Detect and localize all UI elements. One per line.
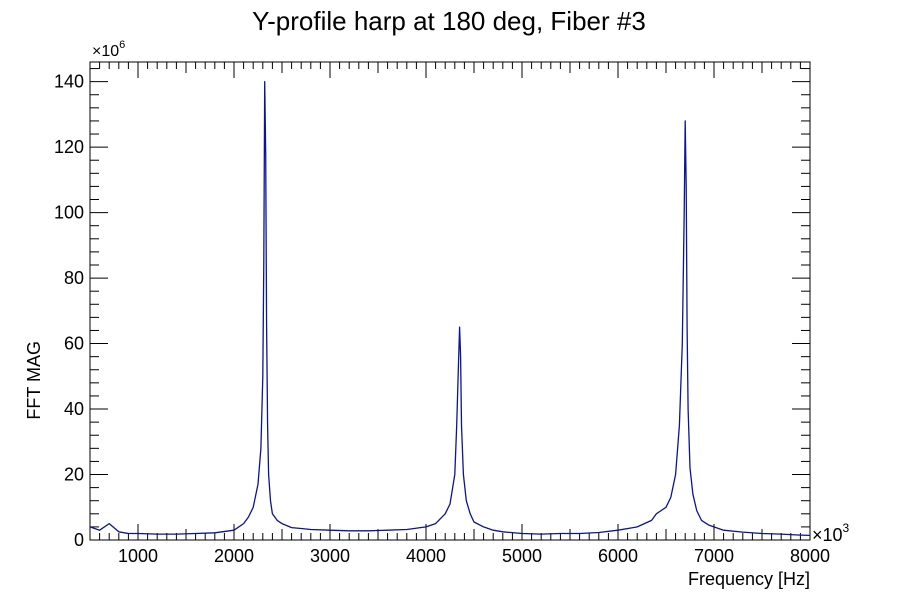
y-tick-label: 120: [54, 137, 84, 157]
x-tick-label: 3000: [310, 546, 350, 566]
plot-frame: [89, 61, 811, 541]
x-multiplier-label: ×103: [812, 521, 850, 545]
y-axis-label: FFT MAG: [24, 341, 44, 420]
x-tick-label: 2000: [214, 546, 254, 566]
y-multiplier-base: ×10: [92, 43, 119, 60]
x-tick-label: 8000: [790, 546, 830, 566]
y-tick-label: 0: [74, 530, 84, 550]
x-tick-label: 7000: [694, 546, 734, 566]
x-tick-label: 5000: [502, 546, 542, 566]
y-tick-label: 60: [64, 334, 84, 354]
x-tick-label: 1000: [118, 546, 158, 566]
x-axis-label: Frequency [Hz]: [688, 569, 810, 589]
y-multiplier-exp: 6: [119, 39, 125, 51]
chart-title: Y-profile harp at 180 deg, Fiber #3: [252, 6, 646, 36]
y-tick-label: 20: [64, 465, 84, 485]
y-tick-label: 100: [54, 203, 84, 223]
y-multiplier-label: ×106: [92, 39, 125, 60]
fft-series-line: [89, 80, 811, 537]
x-tick-label: 4000: [406, 546, 446, 566]
y-tick-label: 140: [54, 72, 84, 92]
plot-area: 1000 2000 3000 4000 5000 6000 7000 8000 0 20 40 60 8…: [54, 61, 830, 566]
y-tick-label: 40: [64, 399, 84, 419]
y-tick-label: 80: [64, 268, 84, 288]
x-tick-label: 6000: [598, 546, 638, 566]
x-multiplier-base: ×10: [812, 525, 843, 545]
x-multiplier-exp: 3: [843, 521, 850, 535]
